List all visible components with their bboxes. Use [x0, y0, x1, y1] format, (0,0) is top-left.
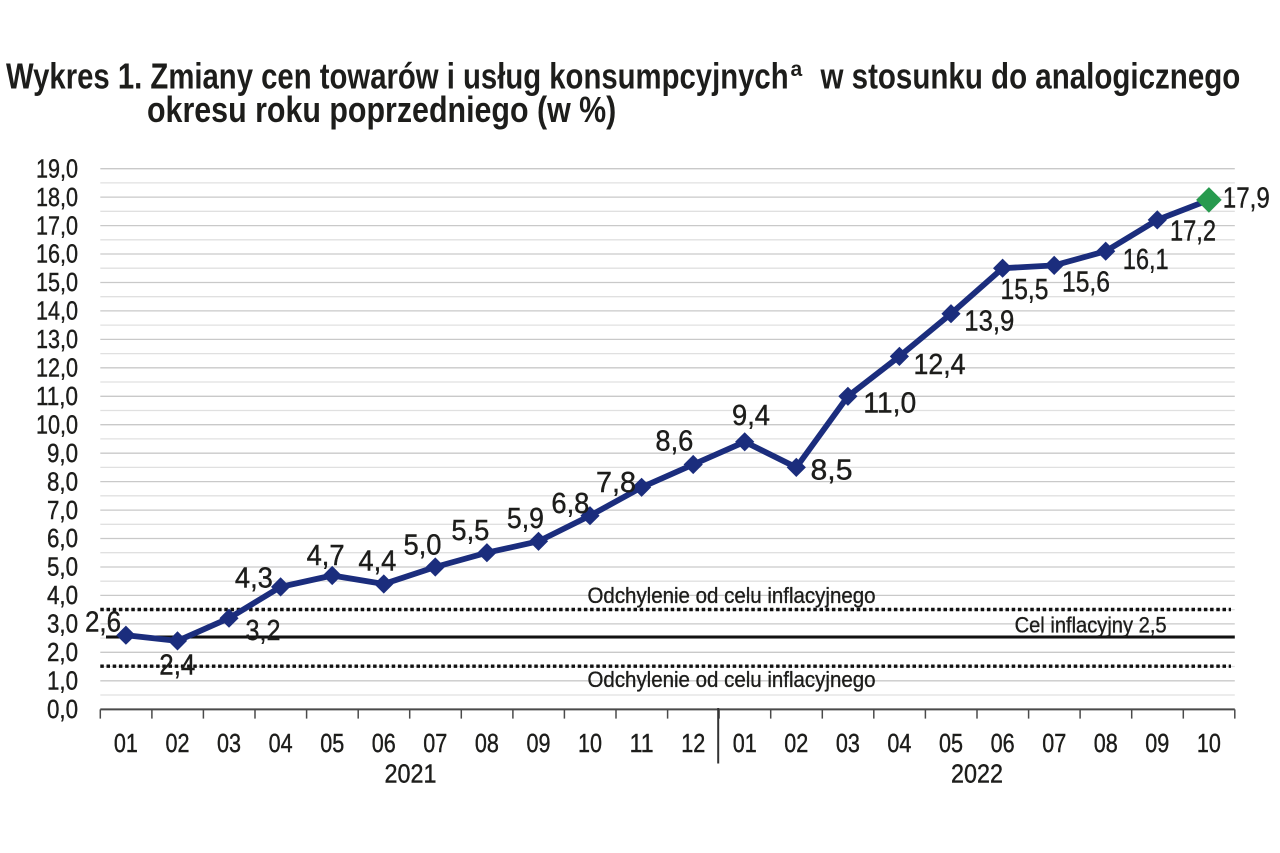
svg-text:4,7: 4,7	[307, 540, 345, 572]
svg-text:7,8: 7,8	[596, 467, 636, 499]
svg-text:5,9: 5,9	[507, 503, 544, 535]
svg-text:1,0: 1,0	[47, 668, 78, 696]
svg-text:10: 10	[1197, 728, 1221, 758]
svg-text:Odchylenie od celu inflacyjneg: Odchylenie od celu inflacyjnego	[588, 583, 876, 608]
svg-text:0,0: 0,0	[47, 696, 78, 724]
svg-text:05: 05	[939, 728, 963, 758]
svg-text:9,0: 9,0	[47, 440, 78, 468]
svg-text:4,0: 4,0	[47, 582, 78, 610]
svg-text:08: 08	[1094, 728, 1118, 758]
svg-text:12: 12	[681, 728, 705, 758]
svg-text:5,0: 5,0	[404, 530, 442, 562]
svg-text:6,0: 6,0	[47, 525, 78, 553]
svg-text:02: 02	[784, 728, 808, 758]
svg-text:4,4: 4,4	[358, 545, 396, 577]
svg-text:5,0: 5,0	[47, 554, 78, 582]
svg-text:17,0: 17,0	[36, 212, 78, 240]
svg-text:11: 11	[630, 728, 654, 758]
svg-text:7,0: 7,0	[47, 497, 78, 525]
svg-text:06: 06	[991, 728, 1015, 758]
svg-text:04: 04	[269, 728, 293, 758]
svg-text:9,4: 9,4	[732, 400, 770, 432]
svg-text:10: 10	[578, 728, 602, 758]
svg-text:19,0: 19,0	[36, 155, 78, 183]
svg-text:16,1: 16,1	[1123, 244, 1169, 276]
svg-text:11,0: 11,0	[36, 383, 78, 411]
svg-text:11,0: 11,0	[863, 387, 916, 419]
svg-text:01: 01	[733, 728, 757, 758]
svg-text:06: 06	[372, 728, 396, 758]
svg-text:17,2: 17,2	[1170, 215, 1216, 247]
svg-text:2021: 2021	[385, 758, 437, 788]
svg-text:18,0: 18,0	[36, 184, 78, 212]
svg-text:6,8: 6,8	[551, 488, 589, 520]
svg-text:2022: 2022	[951, 758, 1003, 788]
svg-text:w stosunku do analogicznego: w stosunku do analogicznego	[820, 56, 1241, 97]
svg-text:3,0: 3,0	[47, 611, 78, 639]
svg-text:09: 09	[1145, 728, 1169, 758]
svg-text:01: 01	[114, 728, 138, 758]
svg-text:2,4: 2,4	[159, 649, 195, 681]
svg-text:12,0: 12,0	[36, 355, 78, 383]
svg-text:8,6: 8,6	[655, 426, 693, 458]
svg-text:2,0: 2,0	[47, 639, 78, 667]
svg-text:a: a	[791, 58, 803, 81]
svg-text:04: 04	[887, 728, 911, 758]
svg-text:okresu roku poprzedniego (w %): okresu roku poprzedniego (w %)	[147, 89, 616, 130]
svg-text:8,5: 8,5	[811, 454, 853, 486]
svg-text:07: 07	[1042, 728, 1066, 758]
svg-text:03: 03	[217, 728, 241, 758]
svg-text:15,6: 15,6	[1062, 267, 1110, 299]
svg-text:02: 02	[166, 728, 190, 758]
svg-text:3,2: 3,2	[246, 615, 281, 647]
svg-text:08: 08	[475, 728, 499, 758]
svg-text:8,0: 8,0	[47, 468, 78, 496]
svg-text:17,9: 17,9	[1223, 183, 1270, 215]
svg-text:10,0: 10,0	[36, 411, 78, 439]
svg-text:12,4: 12,4	[914, 349, 966, 381]
svg-text:05: 05	[320, 728, 344, 758]
svg-text:15,5: 15,5	[1001, 274, 1049, 306]
svg-text:Odchylenie od celu inflacyjneg: Odchylenie od celu inflacyjnego	[588, 667, 876, 692]
svg-text:15,0: 15,0	[36, 269, 78, 297]
svg-text:2,6: 2,6	[85, 607, 121, 639]
svg-text:5,5: 5,5	[451, 515, 489, 547]
svg-text:Wykres 1. Zmiany cen towarów i: Wykres 1. Zmiany cen towarów i usług kon…	[6, 56, 789, 97]
svg-text:09: 09	[527, 728, 551, 758]
svg-text:4,3: 4,3	[235, 563, 273, 595]
svg-text:16,0: 16,0	[36, 241, 78, 269]
svg-text:03: 03	[836, 728, 860, 758]
svg-text:Cel inflacyjny 2,5: Cel inflacyjny 2,5	[1015, 613, 1167, 638]
svg-text:07: 07	[423, 728, 447, 758]
svg-text:13,0: 13,0	[36, 326, 78, 354]
svg-text:13,9: 13,9	[964, 305, 1014, 337]
svg-text:14,0: 14,0	[36, 298, 78, 326]
